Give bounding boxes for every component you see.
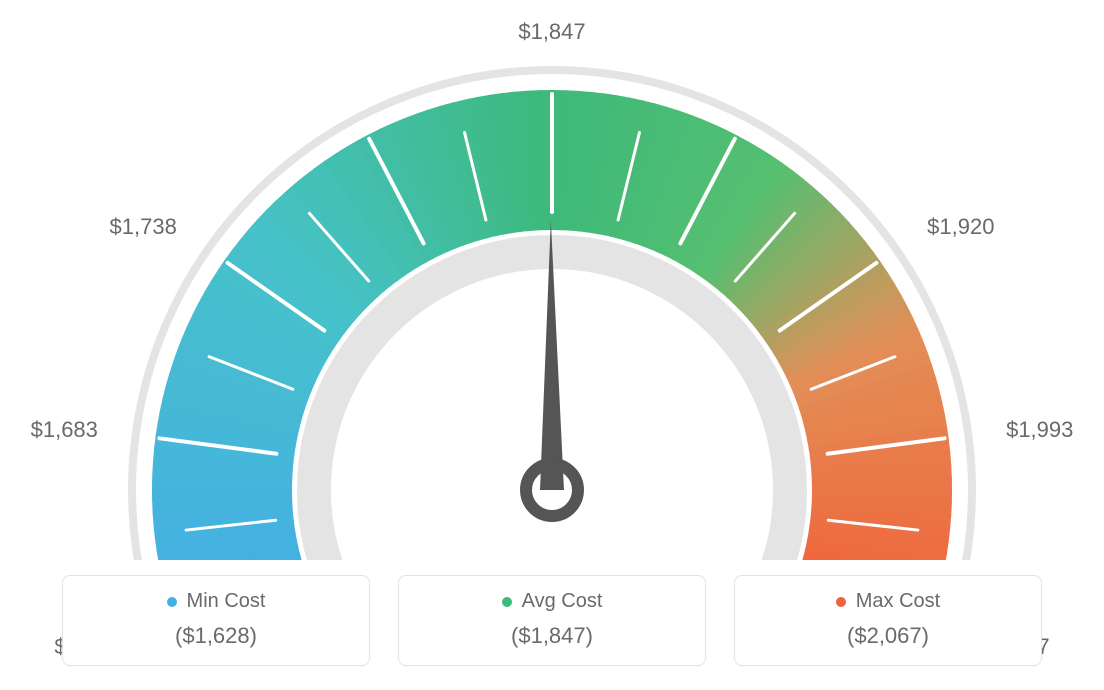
dot-max xyxy=(836,597,846,607)
card-min-value: ($1,628) xyxy=(91,623,341,649)
card-avg-value: ($1,847) xyxy=(427,623,677,649)
card-avg-cost: Avg Cost ($1,847) xyxy=(398,575,706,666)
gauge-tick-label: $1,920 xyxy=(927,214,994,240)
card-avg-label: Avg Cost xyxy=(522,590,603,613)
gauge-tick-label: $1,993 xyxy=(1006,417,1073,443)
card-min-cost: Min Cost ($1,628) xyxy=(62,575,370,666)
card-min-label: Min Cost xyxy=(187,590,266,613)
card-max-label: Max Cost xyxy=(856,590,940,613)
card-min-row: Min Cost xyxy=(91,590,341,613)
gauge-area: $1,628$1,683$1,738$1,847$1,920$1,993$2,0… xyxy=(0,0,1104,560)
summary-cards: Min Cost ($1,628) Avg Cost ($1,847) Max … xyxy=(0,575,1104,666)
gauge-tick-label: $1,847 xyxy=(518,19,585,45)
dot-avg xyxy=(502,597,512,607)
gauge-tick-label: $1,683 xyxy=(31,417,98,443)
cost-gauge-chart: $1,628$1,683$1,738$1,847$1,920$1,993$2,0… xyxy=(0,0,1104,690)
gauge-tick-label: $1,738 xyxy=(110,214,177,240)
card-max-cost: Max Cost ($2,067) xyxy=(734,575,1042,666)
card-max-row: Max Cost xyxy=(763,590,1013,613)
card-avg-row: Avg Cost xyxy=(427,590,677,613)
card-max-value: ($2,067) xyxy=(763,623,1013,649)
dot-min xyxy=(167,597,177,607)
gauge-svg xyxy=(0,0,1104,560)
